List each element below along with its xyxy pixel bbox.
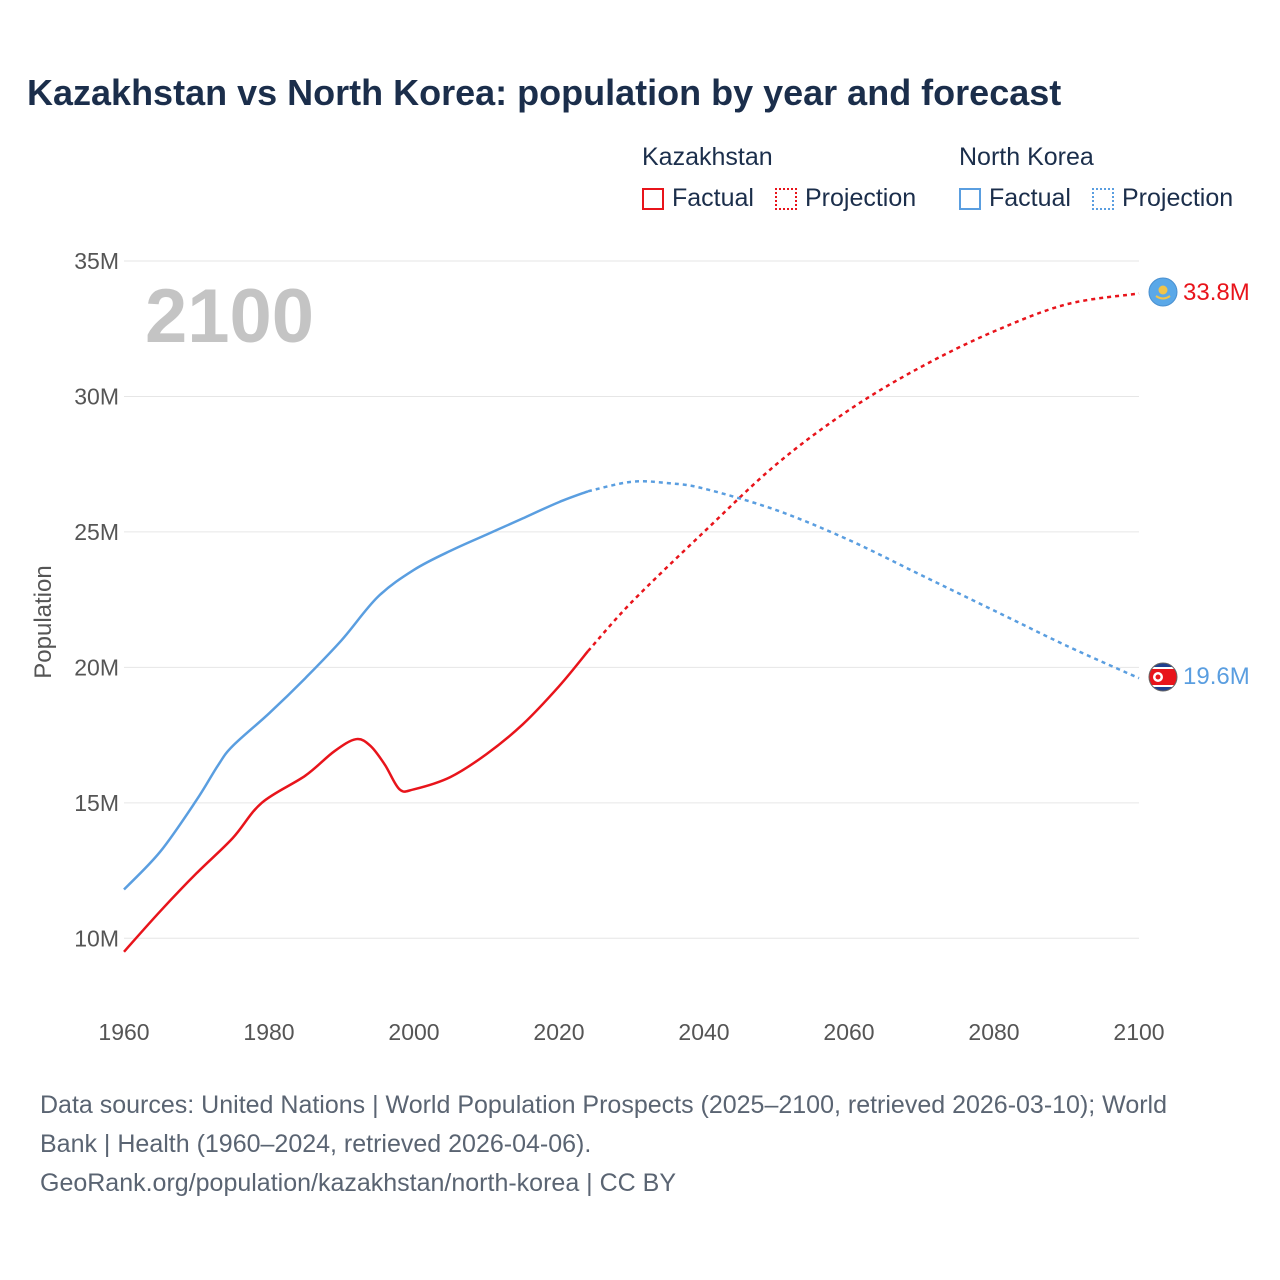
x-tick-label: 2040 — [678, 1019, 729, 1045]
north-korea-projection-line[interactable] — [587, 480, 1140, 680]
legend-swatch-dotted — [775, 187, 797, 210]
kazakhstan-end-marker[interactable]: 33.8M — [1148, 277, 1250, 307]
legend-label: Projection — [1122, 184, 1234, 212]
y-tick-label: 30M — [74, 383, 119, 409]
grid — [124, 260, 1139, 939]
north-korea-end-label: 19.6M — [1183, 663, 1250, 690]
legend-group-kazakhstan: Kazakhstan — [642, 143, 773, 171]
legend-item-kazakhstan-projection[interactable]: Projection — [775, 184, 916, 213]
y-tick-label: 25M — [74, 519, 119, 545]
kazakhstan-end-label: 33.8M — [1183, 279, 1250, 306]
y-axis-title: Population — [30, 565, 57, 678]
north-korea-factual-line[interactable] — [123, 490, 589, 891]
legend-swatch-dotted — [1092, 187, 1114, 210]
x-tick-label: 1960 — [98, 1019, 149, 1045]
legend-swatch-solid — [642, 187, 664, 210]
x-tick-label: 2000 — [388, 1019, 439, 1045]
legend-label: Factual — [989, 184, 1071, 212]
kazakhstan-flag-icon — [1148, 277, 1178, 307]
x-tick-label: 1980 — [243, 1019, 294, 1045]
y-tick-label: 20M — [74, 654, 119, 680]
axes: 10M 15M 20M 25M 30M 35M 1960 1980 2000 2020 2040 20… — [74, 248, 1164, 1045]
series — [123, 292, 1140, 953]
y-tick-label: 35M — [74, 248, 119, 274]
legend-swatch-solid — [959, 187, 981, 210]
north-korea-flag-icon — [1148, 662, 1178, 692]
footer: Data sources: United Nations | World Pop… — [40, 1086, 1230, 1203]
legend-item-north-korea-projection[interactable]: Projection — [1092, 184, 1233, 213]
kazakhstan-projection-line[interactable] — [587, 292, 1140, 652]
legend-item-kazakhstan-factual[interactable]: Factual — [642, 184, 754, 213]
year-overlay: 2100 — [145, 274, 314, 359]
north-korea-end-marker[interactable]: 19.6M — [1148, 662, 1250, 692]
credit-link[interactable]: GeoRank.org/population/kazakhstan/north-… — [40, 1169, 677, 1197]
chart-title: Kazakhstan vs North Korea: population by… — [27, 72, 1062, 113]
legend-label: Projection — [805, 184, 917, 212]
y-tick-label: 10M — [74, 925, 119, 951]
x-tick-label: 2060 — [823, 1019, 874, 1045]
kazakhstan-factual-line[interactable] — [123, 650, 589, 953]
x-tick-label: 2080 — [968, 1019, 1019, 1045]
legend-group-north-korea: North Korea — [959, 143, 1094, 171]
line-chart: 10M 15M 20M 25M 30M 35M 1960 1980 2000 2020 2040 20… — [30, 248, 1250, 1045]
data-sources: Data sources: United Nations | World Pop… — [40, 1091, 1168, 1158]
x-tick-label: 2100 — [1113, 1019, 1164, 1045]
legend-label: Factual — [672, 184, 754, 212]
y-tick-label: 15M — [74, 790, 119, 816]
legend-item-north-korea-factual[interactable]: Factual — [959, 184, 1071, 213]
x-tick-label: 2020 — [533, 1019, 584, 1045]
